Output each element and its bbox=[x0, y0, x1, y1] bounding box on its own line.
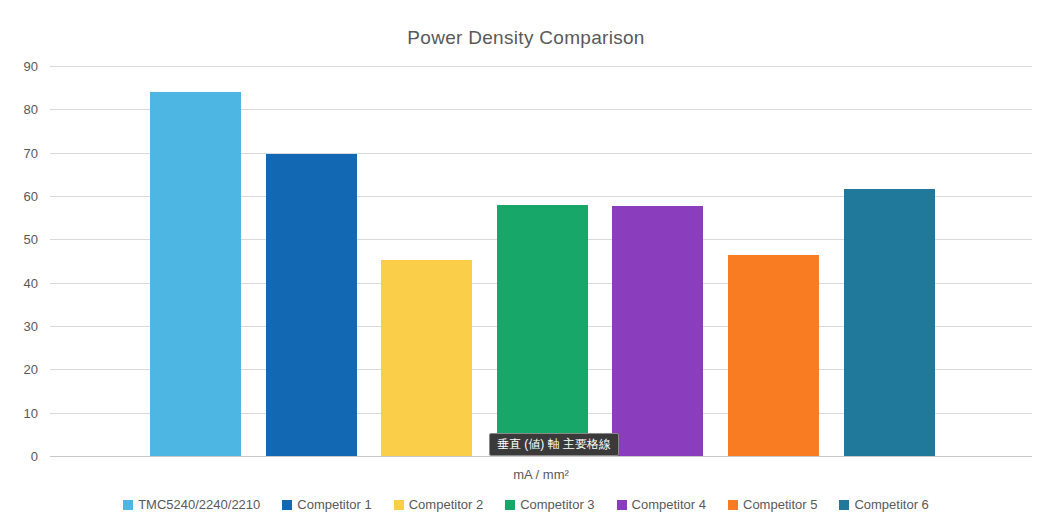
gridline-0[interactable] bbox=[50, 456, 1032, 457]
legend-swatch-icon bbox=[123, 500, 133, 510]
legend-label: Competitor 2 bbox=[409, 497, 483, 512]
legend-item-tmc5240-2240-2210[interactable]: TMC5240/2240/2210 bbox=[123, 497, 260, 512]
legend-item-competitor-2[interactable]: Competitor 2 bbox=[394, 497, 483, 512]
y-tick-label-10: 10 bbox=[0, 406, 38, 421]
legend-swatch-icon bbox=[505, 500, 515, 510]
y-tick-label-80: 80 bbox=[0, 102, 38, 117]
y-tick-label-70: 70 bbox=[0, 146, 38, 161]
legend-label: Competitor 5 bbox=[743, 497, 817, 512]
gridline-tooltip-text: 垂直 (値) 軸 主要格線 bbox=[497, 437, 611, 451]
legend-label: Competitor 1 bbox=[297, 497, 371, 512]
chart-canvas: Power Density Comparison 0 10 20 30 40 50 60 70… bbox=[0, 0, 1052, 527]
y-tick-label-60: 60 bbox=[0, 189, 38, 204]
legend-item-competitor-5[interactable]: Competitor 5 bbox=[728, 497, 817, 512]
plot-area bbox=[50, 67, 1032, 457]
legend-label: TMC5240/2240/2210 bbox=[138, 497, 260, 512]
legend-label: Competitor 6 bbox=[854, 497, 928, 512]
y-tick-label-0: 0 bbox=[0, 449, 38, 464]
gridline-90[interactable] bbox=[50, 66, 1032, 67]
legend-label: Competitor 4 bbox=[632, 497, 706, 512]
legend-swatch-icon bbox=[839, 500, 849, 510]
bar-tmc5240-2240-2210[interactable] bbox=[150, 92, 241, 456]
chart-title[interactable]: Power Density Comparison bbox=[0, 27, 1052, 49]
y-tick-label-50: 50 bbox=[0, 232, 38, 247]
legend-swatch-icon bbox=[394, 500, 404, 510]
bar-competitor-4[interactable] bbox=[612, 206, 703, 456]
legend-item-competitor-1[interactable]: Competitor 1 bbox=[282, 497, 371, 512]
legend-item-competitor-4[interactable]: Competitor 4 bbox=[617, 497, 706, 512]
legend-item-competitor-6[interactable]: Competitor 6 bbox=[839, 497, 928, 512]
bar-competitor-1[interactable] bbox=[266, 154, 357, 456]
bar-competitor-3[interactable] bbox=[497, 205, 588, 456]
y-tick-label-30: 30 bbox=[0, 319, 38, 334]
y-tick-label-40: 40 bbox=[0, 276, 38, 291]
bar-competitor-2[interactable] bbox=[381, 260, 472, 456]
gridline-tooltip: 垂直 (値) 軸 主要格線 bbox=[489, 433, 619, 456]
legend-label: Competitor 3 bbox=[520, 497, 594, 512]
legend-item-competitor-3[interactable]: Competitor 3 bbox=[505, 497, 594, 512]
legend-swatch-icon bbox=[617, 500, 627, 510]
x-axis-label[interactable]: mA / mm² bbox=[50, 467, 1032, 482]
bar-competitor-5[interactable] bbox=[728, 255, 819, 456]
legend: TMC5240/2240/2210 Competitor 1 Competitor … bbox=[0, 497, 1052, 512]
legend-swatch-icon bbox=[728, 500, 738, 510]
y-tick-label-90: 90 bbox=[0, 59, 38, 74]
bar-competitor-6[interactable] bbox=[844, 189, 935, 456]
y-tick-label-20: 20 bbox=[0, 362, 38, 377]
legend-swatch-icon bbox=[282, 500, 292, 510]
